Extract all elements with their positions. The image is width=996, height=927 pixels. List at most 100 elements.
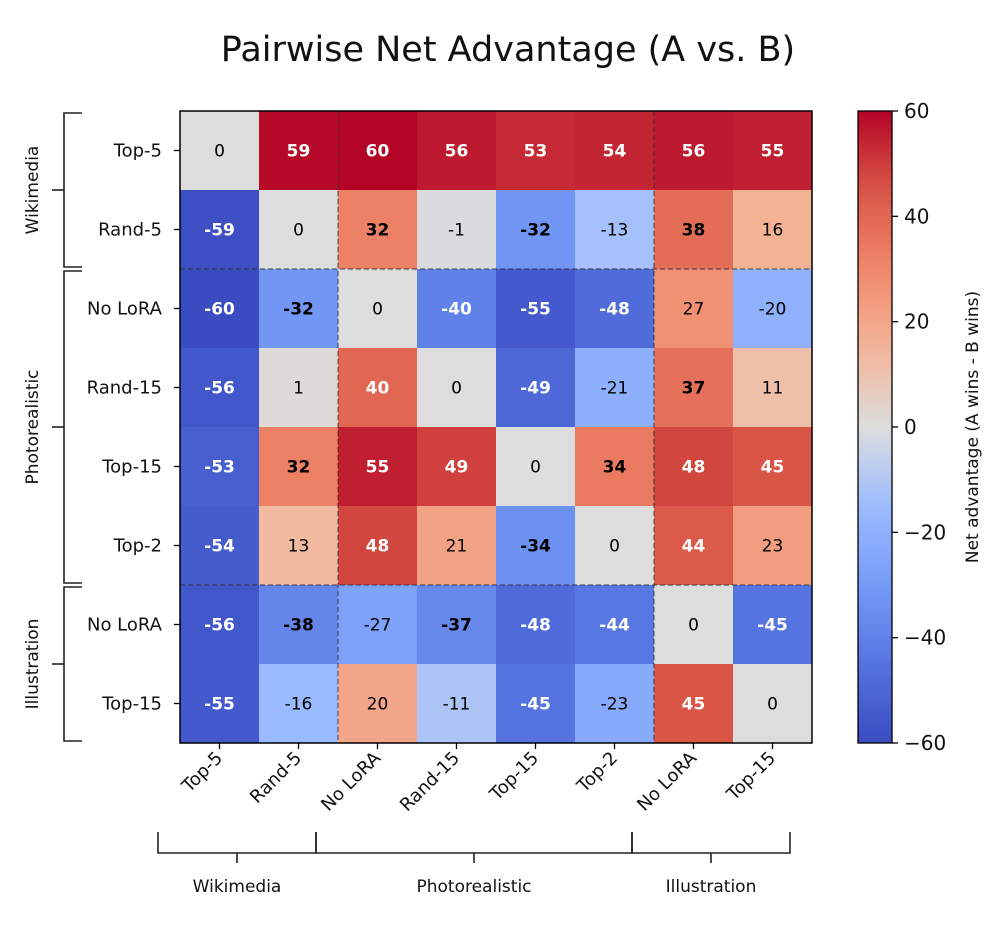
- cell-value-label: 37: [682, 379, 706, 399]
- cell-value-label: -53: [204, 458, 235, 478]
- cell-value-label: 34: [603, 458, 627, 478]
- cell-value-label: 59: [287, 142, 311, 162]
- heatmap-cell: [338, 269, 418, 349]
- colorbar-bar: [857, 110, 893, 744]
- cell-value-label: 45: [682, 695, 706, 715]
- cell-value-label: -40: [441, 300, 472, 320]
- cell-value-label: -34: [520, 537, 551, 557]
- cell-value-label: 0: [609, 537, 620, 557]
- group-separators: [180, 111, 812, 743]
- cell-value-label: 48: [682, 458, 706, 478]
- row-tick-label: Rand-15: [87, 378, 162, 399]
- heatmap-cell: [338, 190, 418, 270]
- cell-value-label: 49: [445, 458, 469, 478]
- heatmap-cells: [180, 111, 813, 744]
- row-group-bracket: [63, 270, 82, 584]
- heatmap-cell: [180, 111, 260, 191]
- heatmap-cell: [338, 427, 418, 507]
- cell-value-label: 56: [445, 142, 469, 162]
- column-tick-label: Top-2: [572, 748, 622, 798]
- cell-value-label: 0: [767, 695, 778, 715]
- cell-value-label: -13: [601, 221, 629, 241]
- heatmap-cell: [733, 585, 813, 665]
- heatmap-cell: [654, 269, 734, 349]
- column-group-label: Wikimedia: [193, 877, 282, 897]
- cell-value-label: 1: [293, 379, 304, 399]
- row-group-label: Photorealistic: [23, 369, 43, 484]
- cell-value-label: -16: [285, 695, 313, 715]
- heatmap-cell: [259, 427, 339, 507]
- cell-value-label: 0: [372, 300, 383, 320]
- heatmap-cell: [575, 190, 655, 270]
- heatmap-cell: [259, 269, 339, 349]
- column-group-label: Photorealistic: [416, 877, 531, 897]
- heatmap-cell: [338, 664, 418, 744]
- heatmap-cell: [417, 506, 497, 586]
- cell-value-label: 16: [762, 221, 784, 241]
- heatmap-cell: [654, 190, 734, 270]
- column-tick-label: No LoRA: [317, 747, 385, 815]
- cell-value-label: -55: [520, 300, 551, 320]
- cell-value-label: 11: [762, 379, 784, 399]
- cell-value-label: 55: [366, 458, 390, 478]
- heatmap-cell: [575, 664, 655, 744]
- row-tick-label: No LoRA: [87, 299, 163, 320]
- cell-value-label: -20: [759, 300, 787, 320]
- cell-value-label: -45: [757, 616, 788, 636]
- heatmap-cell: [259, 190, 339, 270]
- colorbar-tick-label: 60: [904, 99, 929, 123]
- row-axis: Top-5 Rand-5 No LoRA Rand-15 Top-15 Top-2 No L…: [87, 141, 180, 715]
- heatmap-cell: [496, 585, 576, 665]
- column-tick-label: Rand-5: [246, 748, 306, 808]
- cell-value-label: 55: [761, 142, 785, 162]
- cell-value-label: -32: [283, 300, 314, 320]
- heatmap-cell: [575, 348, 655, 428]
- row-group-label: Wikimedia: [23, 146, 43, 235]
- cell-value-label: 0: [530, 458, 541, 478]
- cell-value-label: -56: [204, 616, 235, 636]
- heatmap-cell: [180, 427, 260, 507]
- heatmap-cell: [180, 269, 260, 349]
- column-tick-label: Top-5: [177, 748, 227, 798]
- heatmap-cell: [496, 269, 576, 349]
- heatmap-cell: [733, 111, 813, 191]
- cell-value-label: 56: [682, 142, 706, 162]
- heatmap-cell: [654, 506, 734, 586]
- row-tick-label: No LoRA: [87, 615, 163, 636]
- heatmap-cell: [338, 111, 418, 191]
- cell-value-label: -37: [441, 616, 472, 636]
- cell-value-label: 21: [446, 537, 468, 557]
- cell-value-label: 0: [688, 616, 699, 636]
- row-tick-label: Rand-5: [98, 220, 162, 241]
- cell-value-labels: 0 59 60 56 53 54 56 55 -59 0 32 -1 -32 -13 38 16 -60 -32 0…: [204, 142, 788, 715]
- heatmap-cell: [180, 190, 260, 270]
- column-tick-label: Rand-15: [396, 748, 464, 816]
- row-tick-label: Top-15: [101, 694, 162, 715]
- heatmap-cell: [180, 348, 260, 428]
- cell-value-label: 0: [451, 379, 462, 399]
- heatmap-cell: [496, 427, 576, 507]
- cell-value-label: -11: [443, 695, 471, 715]
- column-group-bracket: [631, 832, 791, 854]
- heatmap-cell: [575, 269, 655, 349]
- heatmap-cell: [496, 664, 576, 744]
- row-tick-label: Top-15: [101, 457, 162, 478]
- column-axis: Top-5 Rand-5 No LoRA Rand-15 Top-15 Top-2 No L…: [177, 743, 780, 816]
- cell-value-label: -32: [520, 221, 551, 241]
- heatmap-cell: [259, 111, 339, 191]
- cell-value-label: -56: [204, 379, 235, 399]
- row-group-bracket: [63, 586, 82, 742]
- heatmap-cell: [496, 506, 576, 586]
- heatmap-cell: [259, 585, 339, 665]
- heatmap-cell: [733, 664, 813, 744]
- heatmap-cell: [338, 348, 418, 428]
- row-group-brackets: Wikimedia Photorealistic Illustration: [23, 112, 82, 742]
- cell-value-label: 0: [214, 142, 225, 162]
- heatmap-cell: [575, 506, 655, 586]
- column-tick-label: Top-15: [722, 748, 780, 806]
- cell-value-label: 54: [603, 142, 627, 162]
- column-tick-label: No LoRA: [633, 747, 701, 815]
- colorbar: 60 40 20 0 −20 −40 −60 Net advantage (A wins - …: [857, 99, 983, 755]
- heatmap-cell: [733, 427, 813, 507]
- heatmap-cell: [417, 348, 497, 428]
